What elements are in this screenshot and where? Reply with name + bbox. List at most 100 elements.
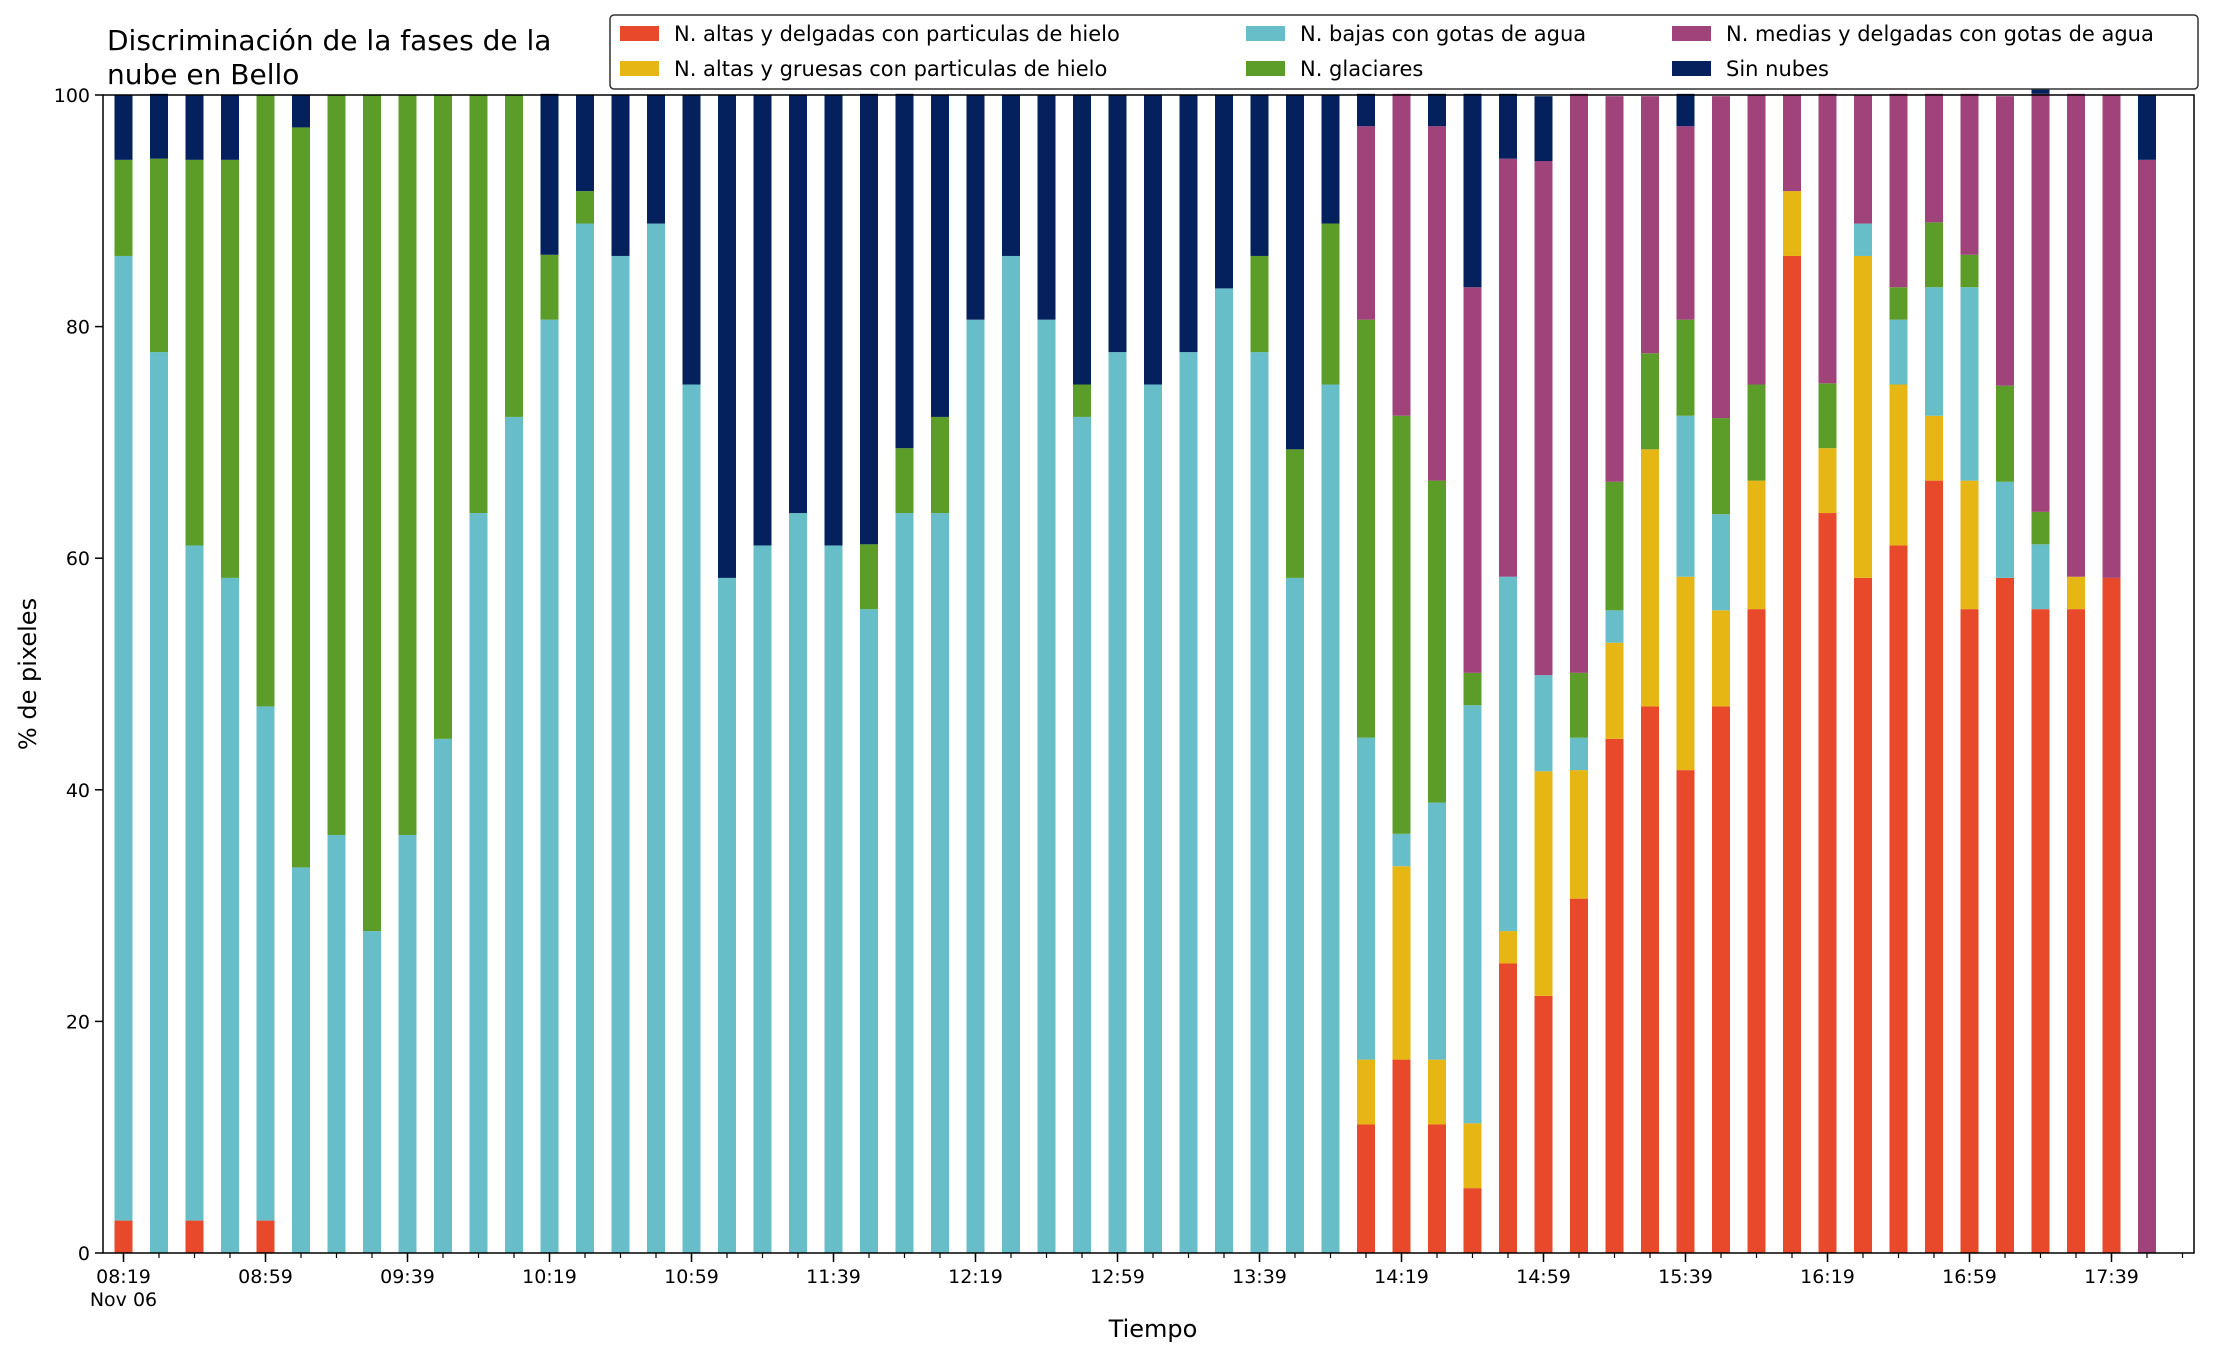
- bar-segment-s4-b46: [1747, 95, 1766, 385]
- x-tick-label: 17:39: [2084, 1266, 2139, 1288]
- x-axis-title: Tiempo: [1108, 1315, 1198, 1343]
- y-axis: 0 20 40 60 80 100: [54, 85, 103, 1265]
- bar-segment-s2-b37: [1428, 802, 1446, 1060]
- bar-segment-s1-b37: [1428, 1059, 1446, 1125]
- legend-label: N. altas y delgadas con particulas de hi…: [674, 22, 1120, 46]
- bar-segment-s2-b17: [718, 577, 736, 1253]
- bar-segment-s1-b51: [1925, 415, 1943, 481]
- bar-segment-s3-b46: [1747, 384, 1766, 481]
- bar-segment-s3-b45: [1712, 418, 1730, 515]
- x-tick-label: 12:59: [1090, 1266, 1145, 1288]
- bar-segment-s2-b14: [611, 255, 630, 1253]
- bar-segment-s1-b44: [1676, 576, 1695, 771]
- bar-segment-s3-b32: [1250, 255, 1269, 353]
- bar-segment-s5-b19: [789, 95, 807, 514]
- bar-segment-s0-b39: [1499, 963, 1517, 1253]
- bar-segment-s3-b5: [292, 127, 310, 868]
- bar-segment-s3-b52: [1960, 254, 1979, 288]
- bar-segment-s3-b41: [1570, 672, 1588, 738]
- bar-segment-s0-b48: [1818, 513, 1837, 1253]
- bar-segment-s0-b41: [1570, 898, 1588, 1253]
- bar-segment-s3-b43: [1641, 353, 1659, 450]
- bar-segment-s2-b53: [1996, 481, 2014, 578]
- bar-segment-s2-b36: [1392, 833, 1411, 867]
- bar-segment-s2-b23: [931, 513, 949, 1253]
- bar-segment-s4-b54: [2031, 93, 2050, 512]
- bar-segment-s2-b12: [540, 319, 559, 1253]
- bar-segment-s0-b46: [1747, 609, 1766, 1253]
- bar-segment-s2-b11: [505, 416, 523, 1253]
- bar-segment-s1-b49: [1854, 255, 1872, 578]
- bar-segment-s3-b0: [114, 159, 133, 256]
- bar-segment-s0-b47: [1783, 255, 1801, 1253]
- bar-segment-s1-b50: [1889, 384, 1908, 546]
- bar-segment-s4-b50: [1889, 93, 1908, 288]
- bar-segment-s5-b17: [718, 95, 736, 578]
- bar-segment-s2-b40: [1534, 675, 1553, 772]
- bar-segment-s5-b57: [2138, 95, 2156, 160]
- bar-segment-s1-b48: [1818, 448, 1837, 514]
- plot-frame: [102, 94, 2195, 1254]
- bar-segment-s5-b27: [1073, 95, 1091, 385]
- bar-segment-s2-b35: [1357, 737, 1375, 1060]
- bar-segment-s0-b54: [2031, 609, 2050, 1253]
- x-tick-label: 16:59: [1942, 1266, 1997, 1288]
- bar-segment-s2-b27: [1073, 416, 1091, 1253]
- bar-segment-s3-b10: [469, 95, 488, 514]
- bar-segment-s4-b39: [1499, 158, 1517, 577]
- bar-segment-s3-b23: [931, 416, 949, 514]
- bar-segment-s0-b40: [1534, 995, 1553, 1253]
- x-tick-label: 15:39: [1658, 1266, 1713, 1288]
- bar-segment-s3-b38: [1463, 672, 1482, 706]
- bar-segment-s1-b36: [1392, 866, 1411, 1060]
- bar-segment-s3-b22: [895, 448, 914, 514]
- x-axis: 08:19 08:59 09:39 10:19 10:59 11:39 12:19 12:59…: [90, 1253, 2184, 1311]
- bar-segment-s3-b4: [256, 95, 275, 707]
- bar-segment-s2-b26: [1037, 319, 1056, 1253]
- bar-segment-s4-b48: [1818, 93, 1837, 384]
- bar-segment-s3-b9: [434, 95, 452, 739]
- bar-segment-s2-b51: [1925, 287, 1943, 416]
- bar-segment-s3-b12: [540, 254, 559, 320]
- bar-segment-s2-b54: [2031, 544, 2050, 610]
- bar-segment-s4-b36: [1392, 93, 1411, 416]
- bar-segment-s5-b35: [1357, 93, 1375, 127]
- x-tick-date-label: Nov 06: [90, 1289, 157, 1311]
- y-tick-label: 20: [66, 1011, 90, 1033]
- bar-segment-s3-b33: [1286, 449, 1304, 578]
- bar-segment-s5-b38: [1463, 93, 1482, 288]
- y-tick-label: 100: [54, 85, 90, 107]
- bar-segment-s2-b34: [1321, 384, 1340, 1253]
- bar-segment-s0-b42: [1605, 738, 1624, 1253]
- legend-label: N. bajas con gotas de agua: [1300, 22, 1586, 46]
- x-tick-label: 08:59: [238, 1266, 293, 1288]
- bar-segment-s0-b0: [114, 1220, 133, 1253]
- bar-segment-s2-b15: [647, 223, 665, 1253]
- bar-segment-s4-b45: [1712, 96, 1730, 419]
- bar-segment-s2-b32: [1250, 352, 1269, 1254]
- legend-label: Sin nubes: [1726, 57, 1829, 81]
- bar-segment-s5-b16: [682, 95, 701, 385]
- legend-swatch: [620, 26, 659, 41]
- bar-segment-s2-b5: [292, 867, 310, 1253]
- bar-segment-s2-b25: [1002, 255, 1020, 1253]
- y-tick-label: 80: [66, 317, 90, 339]
- x-tick-label: 08:19: [96, 1266, 151, 1288]
- bar-segment-s2-b2: [185, 545, 204, 1221]
- bar-segment-s1-b47: [1783, 191, 1801, 256]
- bar-segment-s5-b23: [931, 95, 949, 417]
- bar-segment-s4-b41: [1570, 93, 1588, 673]
- bar-segment-s2-b20: [824, 545, 843, 1253]
- bar-segment-s3-b54: [2031, 511, 2050, 545]
- bar-segment-s2-b10: [469, 513, 488, 1253]
- bar-segment-s1-b46: [1747, 480, 1766, 610]
- bar-segment-s2-b52: [1960, 287, 1979, 481]
- bar-segment-s5-b18: [753, 95, 772, 546]
- bar-segment-s4-b40: [1534, 161, 1553, 676]
- bar-segment-s3-b44: [1676, 319, 1695, 416]
- bar-segment-s5-b31: [1215, 95, 1233, 289]
- bar-segment-s3-b2: [185, 159, 204, 546]
- bar-segment-s0-b44: [1676, 770, 1695, 1253]
- bar-segment-s0-b43: [1641, 706, 1659, 1253]
- bar-segment-s3-b1: [150, 158, 168, 353]
